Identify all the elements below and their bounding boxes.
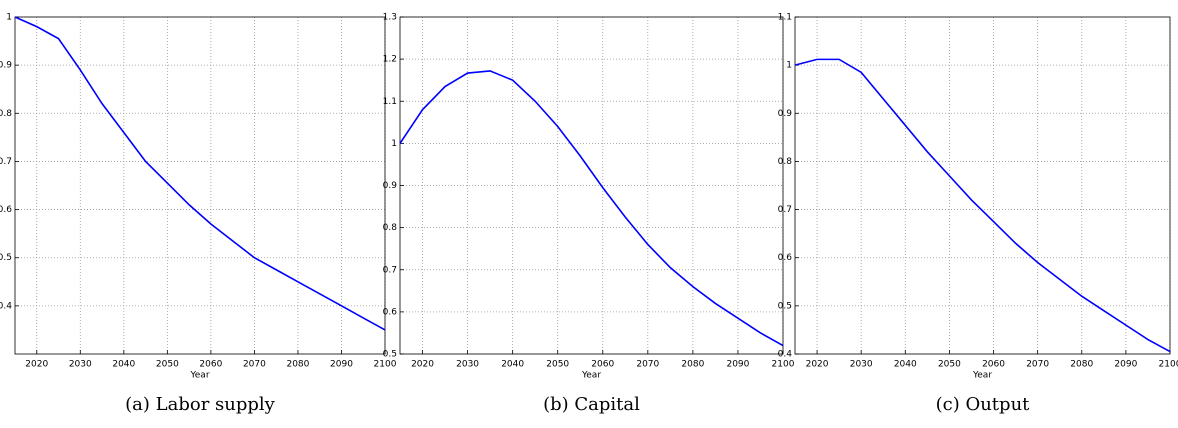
- y-tick-label: 1: [786, 61, 792, 71]
- x-tick-label: 2040: [112, 360, 135, 370]
- x-tick-label: 2080: [681, 360, 704, 370]
- axes-box: [14, 16, 386, 355]
- x-tick-label: 2020: [25, 360, 48, 370]
- y-tick-label: 0.8: [0, 109, 12, 119]
- x-tick-label: 2020: [411, 360, 434, 370]
- x-axis-label: Year: [972, 371, 992, 381]
- x-tick-label: 2030: [69, 360, 92, 370]
- y-tick-label: 0.7: [778, 205, 792, 215]
- y-tick-label: 0.5: [778, 301, 792, 311]
- x-tick-label: 2040: [501, 360, 524, 370]
- y-tick-label: 1.1: [778, 13, 792, 23]
- y-tick-label: 0.6: [778, 253, 793, 263]
- x-axis-label: Year: [581, 371, 601, 381]
- panel: 0.4 0.5 0.6 0.7 0.8 0.9 1 1.1 2020 2030 2040 2050 20…: [778, 13, 1178, 416]
- x-tick-label: 2080: [286, 360, 309, 370]
- x-tick-label: 2060: [591, 360, 614, 370]
- y-tick-label: 1.3: [383, 13, 397, 23]
- y-tick-label: 0.5: [383, 350, 397, 360]
- x-tick-label: 2070: [636, 360, 659, 370]
- x-tick-label: 2090: [726, 360, 749, 370]
- x-tick-label: 2070: [243, 360, 266, 370]
- y-tick-label: 1: [6, 13, 12, 23]
- y-tick-label: 0.8: [383, 223, 398, 233]
- x-tick-label: 2050: [156, 360, 179, 370]
- y-tick-label: 0.7: [0, 157, 12, 167]
- x-axis-label: Year: [189, 371, 209, 381]
- y-tick-label: 0.9: [778, 109, 793, 119]
- caption: (a) Labor supply: [125, 394, 276, 415]
- y-tick-label: 0.6: [0, 205, 12, 215]
- x-tick-label: 2060: [199, 360, 222, 370]
- x-tick-label: 2060: [982, 360, 1005, 370]
- axes-box: [399, 16, 784, 355]
- y-tick-label: 0.9: [383, 181, 398, 191]
- y-tick-label: 1.1: [383, 97, 397, 107]
- x-tick-label: 2100: [1159, 360, 1178, 370]
- axes-box: [794, 16, 1171, 355]
- y-tick-label: 0.4: [0, 301, 12, 311]
- y-tick-label: 0.7: [383, 265, 397, 275]
- y-tick-label: 1.2: [383, 55, 397, 65]
- y-tick-label: 1: [391, 139, 397, 149]
- x-tick-label: 2050: [546, 360, 569, 370]
- x-tick-label: 2080: [1070, 360, 1093, 370]
- x-tick-label: 2030: [456, 360, 479, 370]
- y-tick-label: 0.9: [0, 61, 12, 71]
- panel: 0.5 0.6 0.7 0.8 0.9 1 1.1 1.2 1.3 2020 2030 2040 205…: [383, 13, 795, 416]
- caption: (c) Output: [936, 394, 1031, 415]
- y-tick-label: 0.6: [383, 307, 398, 317]
- y-tick-label: 0.5: [0, 253, 12, 263]
- x-tick-label: 2090: [1114, 360, 1137, 370]
- data-line: [794, 58, 1171, 353]
- panel: 0.4 0.5 0.6 0.7 0.8 0.9 1 2020 2030 2040 2050 2060 2…: [0, 13, 397, 416]
- y-tick-label: 0.4: [778, 350, 793, 360]
- x-tick-label: 2070: [1026, 360, 1049, 370]
- x-tick-label: 2030: [850, 360, 873, 370]
- x-tick-label: 2100: [772, 360, 795, 370]
- data-line: [14, 16, 386, 331]
- data-line: [399, 70, 784, 347]
- x-tick-label: 2040: [894, 360, 917, 370]
- x-tick-label: 2020: [806, 360, 829, 370]
- x-tick-label: 2090: [330, 360, 353, 370]
- x-tick-label: 2100: [374, 360, 397, 370]
- caption: (b) Capital: [543, 394, 640, 415]
- x-tick-label: 2050: [938, 360, 961, 370]
- y-tick-label: 0.8: [778, 157, 793, 167]
